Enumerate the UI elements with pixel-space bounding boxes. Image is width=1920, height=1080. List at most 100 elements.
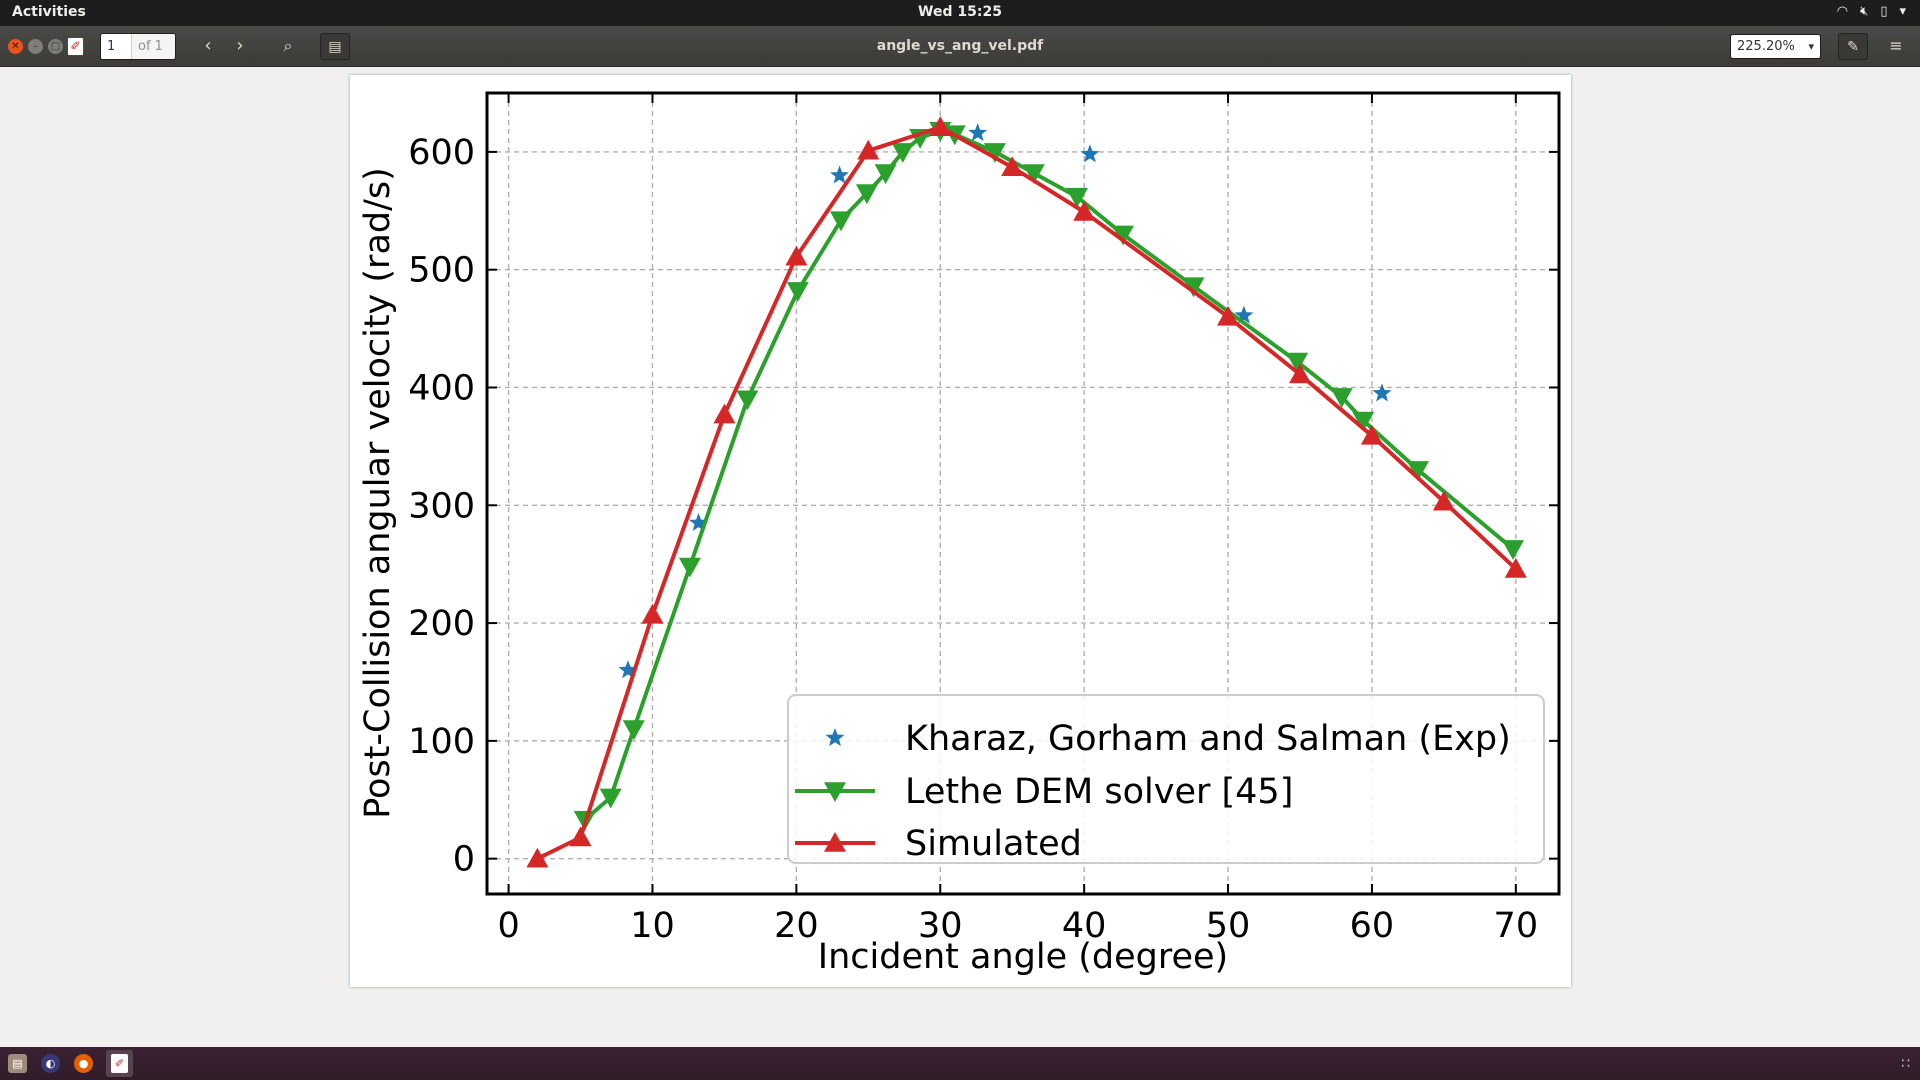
data-point	[622, 720, 645, 741]
y-tick-label: 0	[453, 840, 475, 880]
legend-marker	[824, 832, 846, 852]
x-tick-label: 0	[497, 906, 519, 946]
page-count-label: of 1	[131, 34, 175, 59]
data-point	[857, 139, 880, 160]
data-point	[1112, 225, 1134, 246]
data-point	[929, 116, 952, 136]
data-point	[1432, 490, 1455, 511]
data-point	[855, 184, 878, 205]
document-viewer-header: ✕ – □ ✐ of 1 ‹ › ⌕ ▤ angle_vs_ang_vel.pd…	[0, 26, 1920, 67]
hamburger-menu-icon: ≡	[1889, 36, 1903, 55]
data-point	[1066, 187, 1088, 208]
legend-box	[787, 694, 1545, 864]
annotate-icon: ✎	[1847, 39, 1859, 55]
zoom-level: 225.20%	[1737, 39, 1795, 54]
data-point	[1352, 411, 1375, 432]
system-tray[interactable]: ◠ 🔇︎ ▯ ▾	[1837, 4, 1906, 19]
document-viewer-task-icon[interactable]: ✐	[106, 1050, 133, 1077]
x-tick-label: 60	[1350, 906, 1395, 946]
volume-muted-icon: 🔇︎	[1860, 4, 1869, 19]
data-point	[1504, 557, 1527, 578]
files-app-icon[interactable]: ▤	[8, 1054, 27, 1073]
wifi-icon: ◠	[1836, 4, 1849, 19]
data-point	[736, 390, 759, 411]
previous-page-button[interactable]: ‹	[193, 33, 223, 60]
x-tick-label: 40	[1062, 906, 1107, 946]
data-point	[1234, 305, 1254, 324]
document-view[interactable]: 0 10 20 30 40 50 60 70 0 100 200 300 400 500 600 Incid…	[0, 67, 1920, 1047]
data-point	[599, 788, 622, 809]
chevron-down-icon: ▾	[1899, 4, 1906, 19]
page-number-input[interactable]	[101, 34, 131, 59]
next-page-button[interactable]: ›	[225, 33, 255, 60]
plot-frame	[485, 91, 1561, 896]
data-point	[830, 165, 849, 184]
data-point	[1073, 201, 1096, 221]
data-point	[1502, 540, 1524, 560]
activities-button[interactable]: Activities	[12, 4, 86, 20]
y-tick-label: 200	[408, 604, 475, 644]
legend-label: Simulated	[905, 824, 1082, 864]
chevron-down-icon: ▾	[1808, 40, 1814, 53]
data-point	[618, 660, 638, 679]
close-icon[interactable]: ✕	[8, 39, 23, 54]
taskbar: ▤ ◐ ● ✐ ∷	[0, 1047, 1920, 1080]
chevron-right-icon: ›	[236, 35, 244, 56]
data-point	[1022, 164, 1045, 185]
minimize-icon[interactable]: –	[28, 39, 43, 54]
data-point	[641, 603, 664, 624]
pdf-page: 0 10 20 30 40 50 60 70 0 100 200 300 400 500 600 Incid…	[350, 75, 1571, 987]
search-icon: ⌕	[283, 36, 293, 55]
data-point	[983, 143, 1006, 163]
legend-marker	[825, 728, 845, 747]
clock[interactable]: Wed 15:25	[918, 4, 1002, 20]
data-point	[569, 826, 592, 847]
page-number-field[interactable]: of 1	[100, 33, 176, 60]
zoom-select[interactable]: 225.20% ▾	[1730, 34, 1821, 59]
data-point	[1407, 461, 1429, 481]
y-tick-label: 400	[408, 368, 475, 408]
document-viewer-app-icon: ✐	[67, 37, 84, 56]
data-point	[891, 143, 914, 163]
legend-label: Kharaz, Gorham and Salman (Exp)	[905, 719, 1511, 759]
data-point	[1001, 156, 1024, 176]
y-tick-label: 300	[408, 486, 475, 526]
x-tick-label: 70	[1494, 906, 1539, 946]
x-tick-label: 20	[774, 906, 819, 946]
app-grid-icon[interactable]: ∷	[1901, 1056, 1910, 1072]
main-menu-button[interactable]: ≡	[1881, 33, 1911, 60]
data-point	[786, 282, 809, 302]
data-point	[678, 557, 701, 578]
legend-label: Lethe DEM solver [45]	[905, 772, 1293, 812]
data-point	[830, 211, 852, 232]
chart-ticks: 0 10 20 30 40 50 60 70 0 100 200 300 400 500 600	[408, 93, 1559, 946]
data-point	[1080, 144, 1100, 163]
maximize-icon[interactable]: □	[48, 39, 63, 54]
data-point	[1360, 424, 1383, 445]
firefox-app-icon[interactable]: ●	[74, 1054, 93, 1073]
data-point	[1330, 388, 1353, 408]
series-line	[536, 125, 1518, 861]
gnome-top-bar: Activities Wed 15:25 ◠ 🔇︎ ▯ ▾	[0, 0, 1920, 26]
chart: 0 10 20 30 40 50 60 70 0 100 200 300 400 500 600 Incid…	[358, 91, 1561, 977]
legend-marker	[824, 782, 846, 802]
annotate-button[interactable]: ✎	[1838, 33, 1868, 60]
y-axis-label: Post-Collision angular velocity (rad/s)	[358, 167, 398, 819]
data-point	[1372, 383, 1392, 402]
data-point	[1217, 305, 1239, 326]
chart-series	[526, 116, 1527, 868]
search-button[interactable]: ⌕	[273, 33, 303, 60]
sidebar-toggle-button[interactable]: ▤	[320, 33, 350, 60]
data-point	[526, 847, 549, 868]
eclipse-app-icon[interactable]: ◐	[41, 1054, 60, 1073]
data-point	[689, 512, 708, 531]
x-tick-label: 30	[918, 906, 963, 946]
chart-legend: Kharaz, Gorham and Salman (Exp) Lethe DEM…	[787, 694, 1545, 864]
x-axis-label: Incident angle (degree)	[818, 937, 1228, 977]
data-point	[968, 123, 988, 142]
x-tick-label: 10	[630, 906, 675, 946]
data-point	[1286, 352, 1309, 373]
sidebar-icon: ▤	[328, 39, 342, 55]
x-tick-label: 50	[1206, 906, 1251, 946]
y-tick-label: 500	[408, 251, 475, 291]
